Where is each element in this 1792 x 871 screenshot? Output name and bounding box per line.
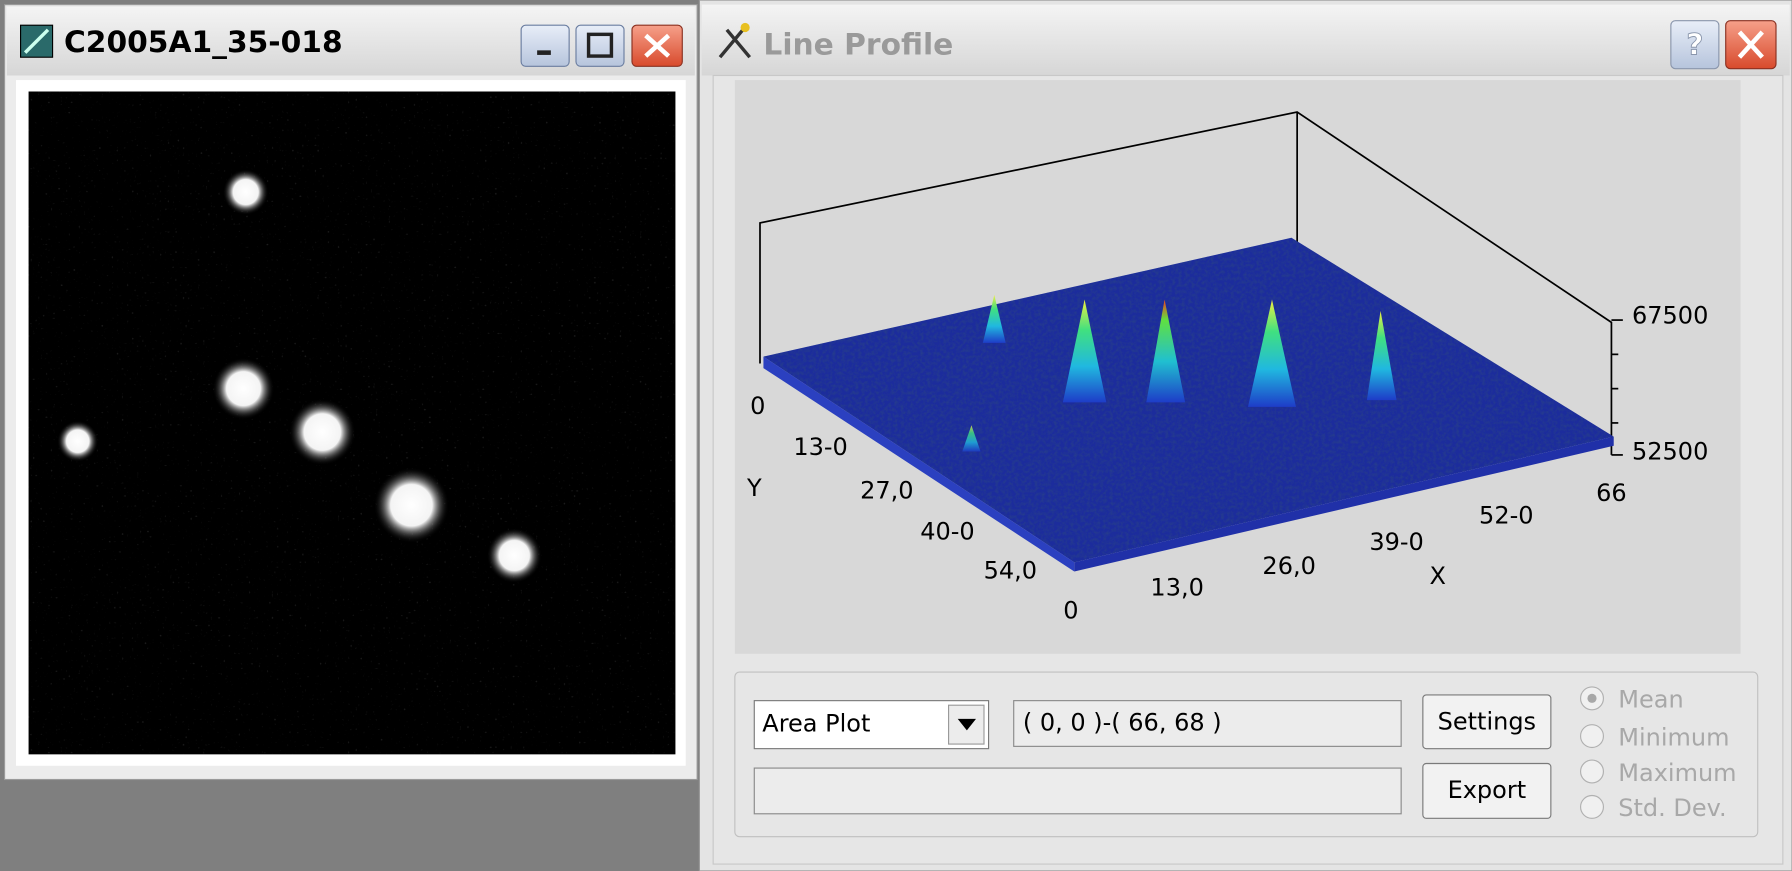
star-image [29,92,676,755]
window-title: C2005A1_35-018 [64,25,343,60]
status-field [754,768,1401,814]
x-tick-label: 26,0 [1262,552,1315,580]
radio-label: Mean [1618,686,1683,714]
button-label: Export [1448,776,1527,804]
y-tick-label: 13-0 [793,433,847,461]
image-window: C2005A1_35-018 [5,5,698,780]
x-tick-label: 13,0 [1150,574,1203,602]
y-tick-label: 54,0 [984,556,1037,584]
screen: C2005A1_35-018 Line Profile ? [0,0,1792,871]
radio-label: Std. Dev. [1618,794,1726,822]
y-tick-label: 0 [750,392,765,420]
desktop: C2005A1_35-018 Line Profile ? [0,0,1792,871]
radio-label: Maximum [1618,759,1736,787]
x-tick-label: 66 [1596,479,1627,507]
y-axis-label: Y [746,474,762,502]
z-tick-label: 67500 [1632,302,1708,330]
x-tick-label: 39-0 [1369,528,1423,556]
profile-window: Line Profile ? [699,0,1792,871]
window-title: Line Profile [763,27,953,62]
statistic-radio[interactable]: Mean [1581,686,1684,714]
minimize-button[interactable] [521,25,569,66]
surface-plot: 67500 52500 0 13-0 27,0 40-0 54,0 Y 0 13… [735,80,1741,654]
range-text: ( 0, 0 )-( 66, 68 ) [1023,709,1222,737]
z-tick-label: 52500 [1632,438,1708,466]
y-tick-label: 27,0 [860,477,913,505]
dropdown-value: Area Plot [762,710,870,738]
radio-label: Minimum [1618,723,1729,751]
svg-text:?: ? [1686,27,1703,62]
plot-type-dropdown[interactable]: Area Plot [754,701,988,749]
maximize-button[interactable] [576,25,624,66]
y-tick-label: 40-0 [920,518,974,546]
x-tick-label: 0 [1063,597,1078,625]
x-tick-label: 52-0 [1479,502,1533,530]
button-label: Settings [1438,707,1536,735]
x-axis-label: X [1429,562,1445,590]
